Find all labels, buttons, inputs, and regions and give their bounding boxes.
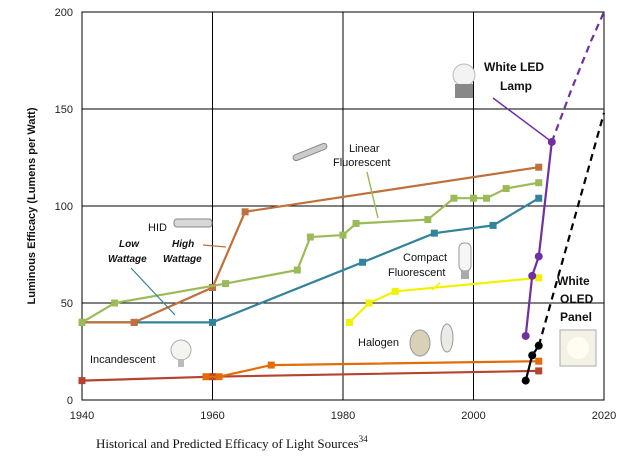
x-tick-label: 2020 <box>592 410 616 422</box>
annotation-low-wattage-2: Wattage <box>108 254 147 265</box>
data-point <box>450 194 458 202</box>
x-axis-label-text: Historical and Predicted Efficacy of Lig… <box>96 436 359 451</box>
data-point <box>535 179 543 187</box>
y-tick-label: 150 <box>55 104 73 116</box>
data-point <box>535 367 543 375</box>
annotation-led-2: Lamp <box>500 79 532 93</box>
data-point <box>534 252 543 261</box>
annotation-high-wattage-2: Wattage <box>163 254 202 265</box>
x-tick-label: 2000 <box>461 410 485 422</box>
annotation-linear-2: Fluorescent <box>333 157 390 169</box>
data-point <box>528 351 537 360</box>
series-line <box>550 11 606 143</box>
annotation-low-wattage-1: Low <box>119 239 140 250</box>
data-point <box>241 208 249 216</box>
annotation-compact-1: Compact <box>403 252 447 264</box>
series-line <box>348 276 539 324</box>
compact-fluorescent-icon <box>458 242 472 279</box>
data-point <box>424 216 432 224</box>
data-point <box>489 221 497 229</box>
x-axis-label-superscript: 34 <box>359 434 369 444</box>
x-tick-label: 1960 <box>200 410 224 422</box>
annotation-hid: HID <box>148 222 167 234</box>
annotation-incandescent: Incandescent <box>90 354 155 366</box>
y-tick-label: 200 <box>55 7 73 19</box>
data-point <box>470 194 477 202</box>
y-tick-labels: 0 50 100 150 200 <box>55 7 73 407</box>
annotation-oled-3: Panel <box>560 310 592 324</box>
incandescent-bulb-icon <box>170 339 192 367</box>
y-tick-label: 100 <box>55 201 73 213</box>
x-tick-label: 1980 <box>331 410 355 422</box>
data-point <box>222 280 230 288</box>
data-point <box>521 376 530 385</box>
data-point <box>535 274 543 282</box>
annotation-oled-1: White <box>557 274 590 288</box>
series-halogen <box>202 357 543 381</box>
data-point <box>346 318 354 326</box>
leader-linear <box>366 171 379 219</box>
series-white-led-lamp-predicted <box>550 11 606 143</box>
data-point <box>391 287 399 295</box>
x-axis-label: Historical and Predicted Efficacy of Lig… <box>96 434 368 451</box>
leader-compact <box>431 282 441 291</box>
annotation-oled-2: OLED <box>560 292 594 306</box>
data-point <box>209 283 216 291</box>
data-point <box>535 194 543 202</box>
series-line <box>206 360 539 378</box>
data-point <box>528 271 537 280</box>
data-point <box>535 357 543 365</box>
data-point <box>521 331 530 340</box>
oled-panel-icon <box>559 329 597 367</box>
data-point <box>483 194 491 202</box>
annotation-compact-2: Fluorescent <box>388 267 445 279</box>
annotation-high-wattage-1: High <box>172 239 194 250</box>
x-tick-label: 1940 <box>70 410 94 422</box>
data-point <box>430 229 438 237</box>
leader-low-wattage <box>130 267 176 316</box>
hid-lamp-icon <box>173 218 213 228</box>
data-point <box>209 318 216 326</box>
leader-high-wattage <box>202 244 227 248</box>
data-point <box>359 258 367 266</box>
annotation-led-1: White LED <box>484 60 544 74</box>
series-linear-fluorescent <box>78 179 543 326</box>
data-point <box>78 377 86 385</box>
data-point <box>293 266 301 274</box>
data-point <box>202 373 210 381</box>
data-point <box>502 185 510 193</box>
data-point <box>339 231 347 239</box>
leader-led <box>492 97 553 143</box>
data-point <box>365 299 373 307</box>
led-lamp-icon <box>452 63 476 98</box>
series-line <box>537 112 606 346</box>
y-axis-label: Luminous Efficacy (Lumens per Watt) <box>26 107 38 304</box>
data-point <box>130 318 138 326</box>
data-point <box>267 361 275 369</box>
data-point <box>215 373 223 381</box>
data-point <box>111 299 119 307</box>
linear-fluorescent-tube-icon <box>292 142 328 162</box>
y-tick-label: 50 <box>61 298 73 310</box>
annotation-halogen: Halogen <box>358 337 399 349</box>
series-compact-fluorescent <box>346 274 543 326</box>
data-point <box>306 233 314 241</box>
halogen-lamp-icon <box>409 323 454 357</box>
y-tick-label: 0 <box>67 395 73 407</box>
data-point <box>352 219 360 227</box>
x-tick-labels: 1940 1960 1980 2000 2020 <box>70 410 616 422</box>
data-point <box>535 163 543 171</box>
series-line <box>524 141 553 337</box>
annotation-linear-1: Linear <box>349 143 380 155</box>
series-white-oled-panel-predicted <box>537 112 606 346</box>
data-point <box>78 318 86 326</box>
